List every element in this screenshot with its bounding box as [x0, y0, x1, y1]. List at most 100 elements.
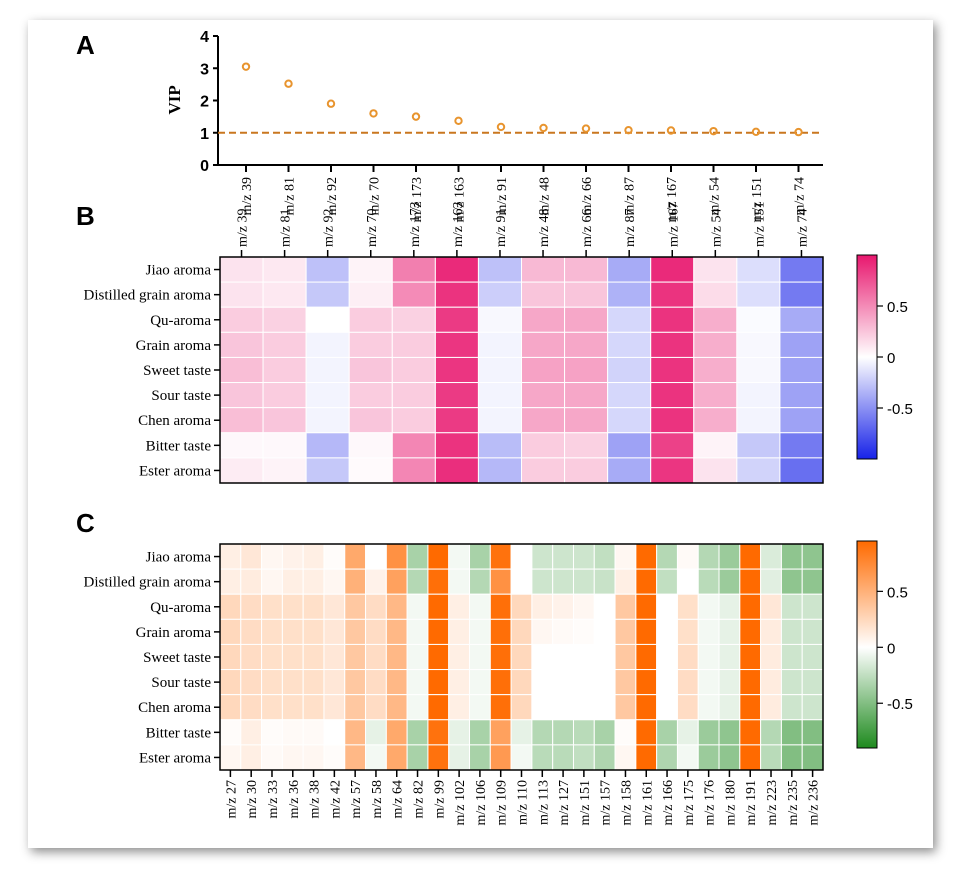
heatmap-cell: [779, 382, 824, 409]
vip-point: [666, 126, 676, 135]
heatmap-row-label: Grain aroma: [136, 625, 212, 641]
vip-x-tick-label: m/z 167: [665, 177, 680, 223]
heatmap-cell: [323, 744, 346, 771]
colorbar-tick-label: -0.5: [887, 401, 913, 418]
heatmap-cell: [510, 568, 533, 595]
heatmap-cell: [572, 669, 595, 696]
heatmap-col-label: m/z 57: [349, 780, 364, 819]
heatmap-cell: [344, 543, 367, 570]
heatmap-cell: [348, 457, 393, 484]
heatmap-cell: [593, 694, 616, 721]
heatmap-cell: [261, 643, 283, 671]
heatmap-cell: [760, 593, 782, 620]
heatmap-cell: [779, 331, 824, 358]
heatmap-col-label: m/z 33: [266, 780, 281, 819]
heatmap-cell: [531, 543, 554, 570]
heatmap-cell: [240, 694, 263, 721]
heatmap-cell: [365, 543, 387, 570]
heatmap-cell: [240, 643, 263, 671]
colorbar-tick-label: 0: [887, 350, 895, 367]
heatmap-cell: [521, 457, 566, 484]
heatmap-cell: [635, 719, 658, 746]
heatmap-cell: [552, 643, 574, 671]
heatmap-cell: [607, 457, 652, 484]
heatmap-cell: [614, 643, 637, 671]
heatmap-cell: [302, 568, 325, 595]
heatmap-cell: [780, 593, 803, 620]
heatmap-cell: [736, 306, 781, 333]
heatmap-cell: [385, 744, 408, 771]
heatmap-cell: [434, 281, 479, 308]
heatmap-cell: [489, 719, 512, 746]
vip-x-tick-label: m/z 54: [708, 177, 723, 216]
heatmap-cell: [385, 643, 408, 671]
heatmap-b: Jiao aroma Distilled grain aroma Qu-aroma G…: [84, 202, 913, 484]
heatmap-cell: [593, 543, 616, 570]
heatmap-cell: [434, 457, 479, 484]
heatmap-cell: [564, 331, 609, 358]
heatmap-cell: [448, 593, 471, 620]
heatmap-cell: [780, 568, 803, 595]
heatmap-col-label: m/z 223: [765, 780, 780, 826]
heatmap-cell: [572, 593, 595, 620]
heatmap-cell: [302, 669, 325, 696]
heatmap-cell: [427, 694, 450, 721]
heatmap-cell: [614, 568, 637, 595]
heatmap-cell: [262, 256, 307, 283]
vip-x-tick-label: m/z 173: [410, 177, 425, 223]
heatmap-cell: [635, 543, 658, 570]
vip-y-tick-label: 2: [200, 94, 209, 111]
heatmap-col-label: m/z 163: [451, 202, 466, 248]
heatmap-cell: [736, 382, 781, 409]
heatmap-cell: [323, 618, 346, 645]
heatmap-cell: [365, 568, 387, 595]
heatmap-cell: [718, 543, 741, 570]
heatmap-col-label: m/z 127: [557, 780, 572, 826]
heatmap-cell: [760, 719, 782, 746]
vip-y-tick-label: 1: [200, 126, 209, 143]
heatmap-cell: [434, 382, 479, 409]
heatmap-cell: [760, 744, 782, 771]
heatmap-cell: [635, 669, 658, 696]
heatmap-cell: [801, 669, 824, 696]
heatmap-cell: [323, 669, 346, 696]
heatmap-cell: [718, 643, 741, 671]
heatmap-cell: [697, 593, 720, 620]
heatmap-cell: [736, 457, 781, 484]
heatmap-cell: [635, 694, 658, 721]
heatmap-cell: [739, 669, 762, 696]
heatmap-cell: [391, 331, 436, 358]
heatmap-cell: [676, 744, 699, 771]
heatmap-cell: [801, 719, 824, 746]
heatmap-col-label: m/z 113: [536, 780, 551, 825]
heatmap-cell: [489, 669, 512, 696]
heatmap-col-label: m/z 166: [661, 780, 676, 826]
heatmap-col-label: m/z 161: [640, 780, 655, 826]
heatmap-cell: [718, 694, 741, 721]
heatmap-cell: [323, 543, 346, 570]
heatmap-cell: [531, 744, 554, 771]
heatmap-cell: [305, 382, 350, 409]
heatmap-cell: [302, 694, 325, 721]
heatmap-col-label: m/z 82: [412, 780, 427, 819]
heatmap-cell: [614, 543, 637, 570]
colorbar-tick-label: -0.5: [887, 696, 913, 713]
heatmap-cell: [552, 568, 574, 595]
heatmap-cell: [489, 744, 512, 771]
heatmap-cell: [736, 331, 781, 358]
heatmap-cell: [219, 744, 242, 771]
heatmap-cell: [406, 719, 429, 746]
colorbar: [856, 540, 878, 749]
heatmap-col-label: m/z 74: [795, 209, 810, 248]
vip-y-tick-label: 0: [200, 158, 209, 175]
heatmap-cell: [676, 643, 699, 671]
heatmap-cell: [281, 669, 304, 696]
heatmap-cell: [521, 356, 566, 384]
heatmap-cell: [344, 618, 367, 645]
heatmap-cell: [531, 593, 554, 620]
heatmap-cell: [469, 643, 491, 671]
heatmap-cell: [521, 382, 566, 409]
heatmap-cell: [434, 331, 479, 358]
heatmap-cell: [593, 568, 616, 595]
heatmap-cell: [780, 618, 803, 645]
